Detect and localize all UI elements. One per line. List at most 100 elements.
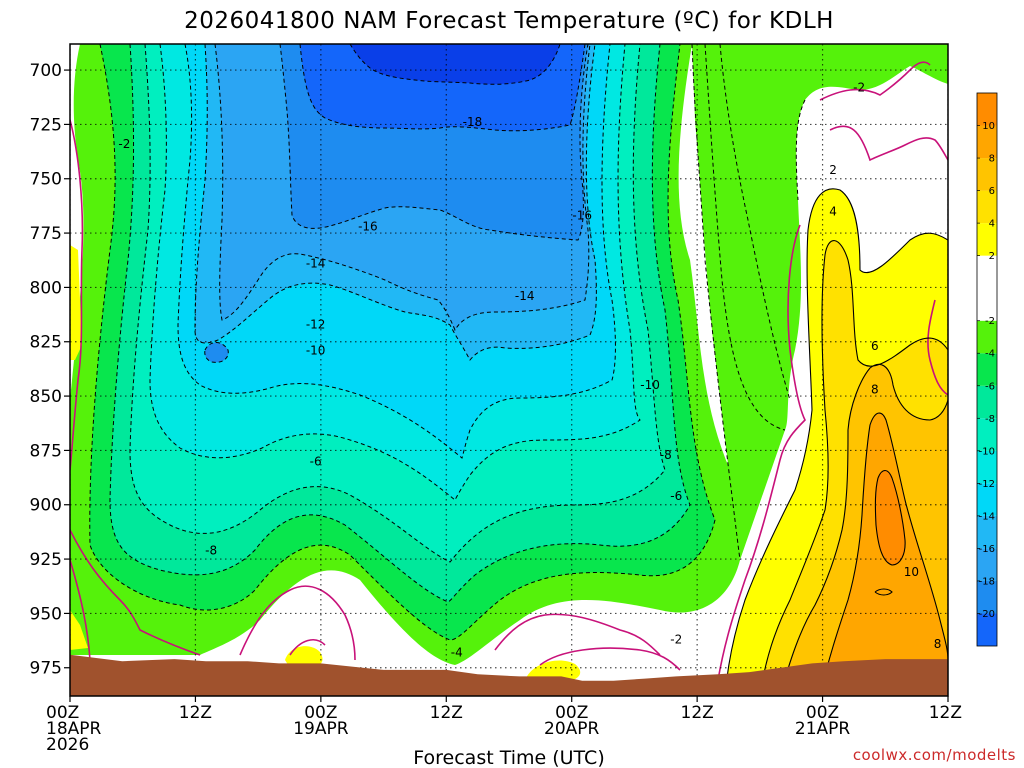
colorbar-swatch (977, 385, 997, 419)
x-tick-label: 12Z (681, 703, 714, 723)
colorbar-swatch (977, 190, 997, 224)
colorbar-label: -14 (979, 511, 995, 522)
y-tick-label: 825 (30, 333, 62, 353)
colorbar-swatch (977, 125, 997, 159)
contour-label: -8 (660, 448, 672, 462)
colorbar-label: 6 (989, 186, 995, 197)
contour-label: -10 (640, 378, 660, 392)
colorbar-label: -12 (979, 479, 995, 490)
colorbar-label: 10 (982, 121, 995, 132)
colorbar-swatch (977, 320, 997, 354)
contour-label: -6 (310, 454, 322, 468)
x-tick-label: 20APR (544, 719, 600, 739)
temperature-fills (70, 44, 948, 665)
contour-label: 6 (871, 339, 879, 353)
colorbar-swatch (977, 158, 997, 191)
y-tick-label: 750 (30, 170, 62, 190)
contour-label: 8 (934, 637, 942, 651)
colorbar-frame (976, 92, 998, 647)
colorbar-label: -18 (979, 576, 995, 587)
x-tick-label: 2026 (46, 735, 89, 755)
colorbar-label: -8 (985, 414, 995, 425)
warm-wedge (725, 188, 948, 696)
plot-area: -2 -18 -16 -16 -14 -14 -12 -10 -10 -8 -6 -6 -8 -4 -2 -2… (70, 44, 948, 696)
x-tick-label: 12Z (929, 703, 962, 723)
warm-band-10 (875, 470, 906, 565)
x-tick-label: 18APR (46, 719, 102, 739)
credit-text: coolwx.com/modelts (853, 746, 1016, 764)
y-tick-label: 850 (30, 387, 62, 407)
x-tick-label: 00Z (304, 703, 337, 723)
colorbar-swatch (977, 580, 997, 614)
contour-label: 4 (829, 204, 837, 218)
x-tick-label: 12Z (430, 703, 463, 723)
colorbar-label: -2 (985, 316, 995, 327)
cold-pocket (204, 342, 229, 363)
colorbar: -20 -18 -16 -14 -12 -10 -8 -6 -4 -2 2 4 6 8 10 (976, 92, 998, 647)
y-tick-label: 700 (30, 61, 62, 81)
contour-label: 10 (904, 565, 919, 579)
colorbar-label: -6 (985, 381, 995, 392)
contour-label: -2 (670, 632, 682, 646)
band-minus-22 (350, 44, 560, 85)
contour-label: -4 (451, 646, 463, 660)
colorbar-swatch (977, 483, 997, 516)
negative-contour-lines (89, 44, 806, 641)
x-tick-label: 21APR (795, 719, 851, 739)
warm-strip-left (70, 245, 82, 360)
contour-label: -16 (572, 209, 592, 223)
contour-label: -10 (306, 343, 326, 357)
x-tick-label: 00Z (46, 703, 79, 723)
x-tick-label: 19APR (293, 719, 349, 739)
contour-label: -14 (306, 257, 326, 271)
contour-labels: -2 -18 -16 -16 -14 -14 -12 -10 -10 -8 -6 -6 -8 -4 -2 -2… (118, 80, 941, 659)
contour-label: -12 (306, 317, 326, 331)
colorbar-label: -4 (985, 349, 995, 360)
colorbar-swatch (977, 548, 997, 581)
contour-label: -16 (358, 220, 378, 234)
zero-degree-contours (70, 61, 948, 681)
terrain-surface (70, 654, 948, 696)
y-tick-label: 875 (30, 441, 62, 461)
y-axis: 700 725 750 775 800 825 850 875 900 925 950 975 (30, 61, 70, 679)
y-tick-label: 950 (30, 604, 62, 624)
colorbar-label: 8 (989, 154, 995, 165)
colorbar-label: -20 (979, 609, 995, 620)
y-tick-label: 775 (30, 224, 62, 244)
colorbar-swatch (977, 353, 997, 386)
contour-label: -14 (515, 289, 535, 303)
colorbar-swatch (977, 613, 997, 646)
contour-label: 8 (871, 383, 879, 397)
y-tick-label: 900 (30, 496, 62, 516)
colorbar-label: -16 (979, 544, 995, 555)
colorbar-swatch (977, 255, 997, 321)
contour-label: -6 (670, 489, 682, 503)
contour-label: -2 (853, 80, 865, 94)
colorbar-swatch (977, 223, 997, 256)
plot-frame (69, 43, 949, 697)
x-tick-label: 12Z (179, 703, 212, 723)
y-tick-label: 925 (30, 550, 62, 570)
y-tick-label: 800 (30, 278, 62, 298)
colorbar-label: 2 (989, 251, 995, 262)
colorbar-swatch (977, 450, 997, 484)
y-tick-label: 975 (30, 659, 62, 679)
x-tick-label: 00Z (806, 703, 839, 723)
band-upper-right (692, 44, 948, 560)
colorbar-swatch (977, 418, 997, 451)
colorbar-label: 4 (989, 219, 995, 230)
contour-label: -18 (463, 115, 483, 129)
colorbar-label: -10 (979, 446, 995, 457)
contour-label: -2 (118, 137, 130, 151)
chart-title: 2026041800 NAM Forecast Temperature (ºC)… (184, 8, 834, 34)
x-axis-label: Forecast Time (UTC) (413, 747, 604, 768)
contour-label: 2 (829, 163, 837, 177)
contour-label: -8 (205, 543, 217, 557)
grid-lines (70, 44, 948, 696)
colorbar-swatch (977, 93, 997, 126)
x-tick-label: 00Z (555, 703, 588, 723)
y-tick-label: 725 (30, 115, 62, 135)
colorbar-swatch (977, 515, 997, 549)
